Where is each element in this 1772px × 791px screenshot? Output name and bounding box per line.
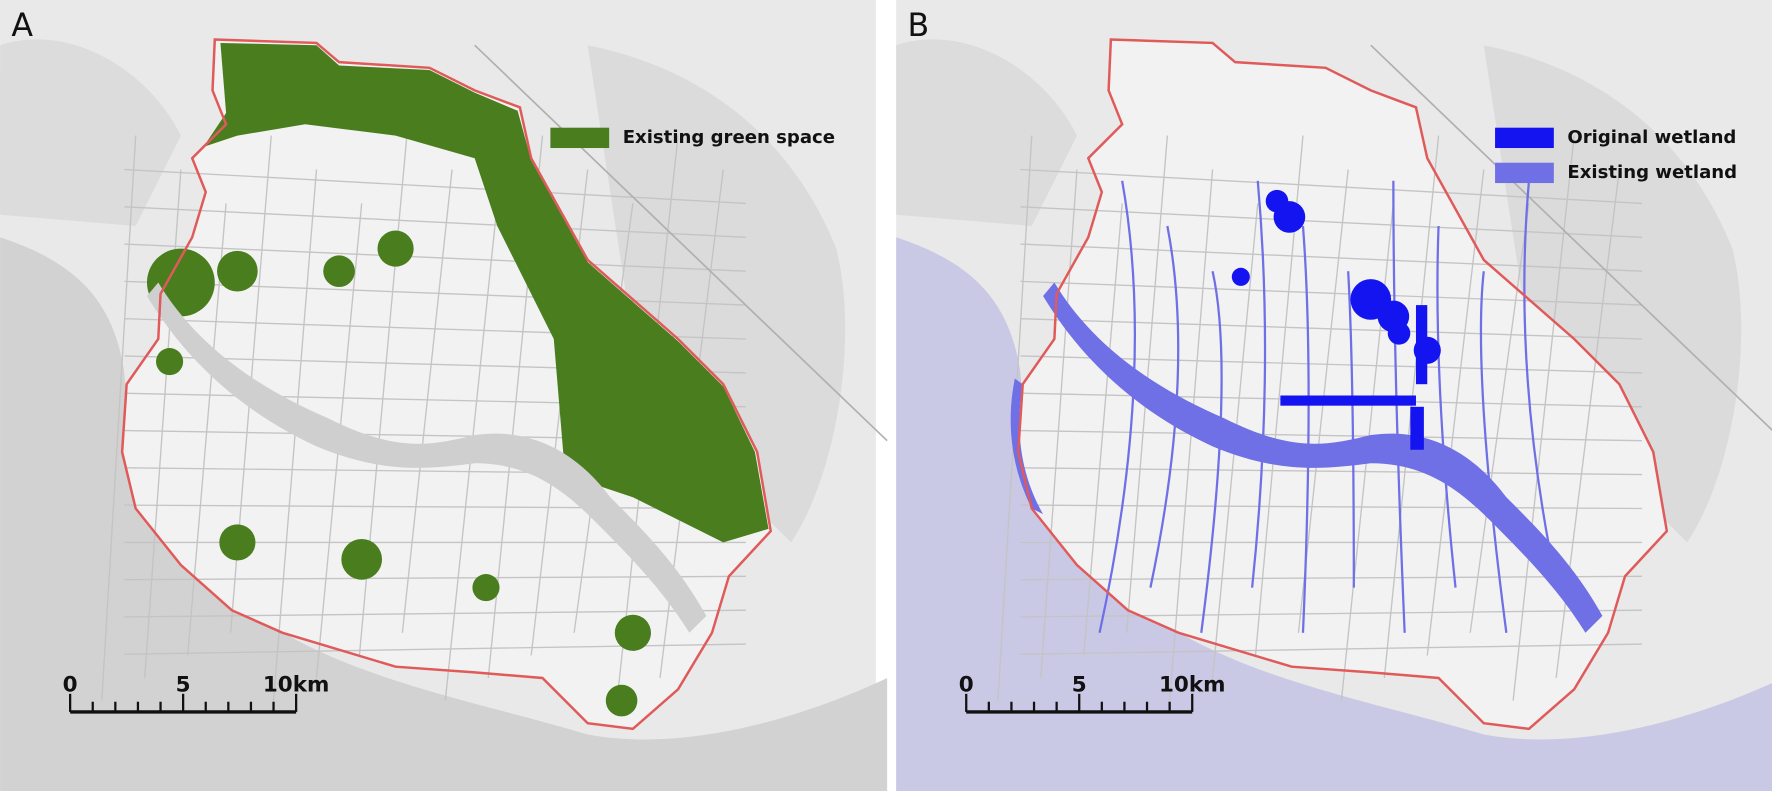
- original-wetland: [1387, 322, 1411, 345]
- hills: [896, 39, 1077, 226]
- panel-label: A: [11, 8, 33, 44]
- railway: [1370, 44, 1772, 432]
- green-patch: [472, 574, 500, 602]
- road: [1083, 203, 1123, 656]
- road: [124, 168, 746, 205]
- original-wetland: [1273, 201, 1306, 233]
- original-wetland: [1231, 267, 1250, 286]
- legend-swatch: [1495, 162, 1554, 184]
- scale-bar-label: 0: [959, 673, 974, 698]
- existing-wetland: [1010, 378, 1044, 515]
- legend-swatch: [1495, 127, 1554, 149]
- road: [124, 243, 746, 272]
- road: [1020, 504, 1642, 510]
- district-area: [122, 39, 771, 729]
- road: [1020, 243, 1642, 272]
- district-boundary: [120, 38, 773, 731]
- scale-bar-label: 0: [63, 673, 78, 698]
- legend-swatch: [550, 127, 610, 149]
- stream: [1200, 270, 1223, 633]
- road: [1020, 355, 1642, 374]
- railway: [474, 44, 888, 442]
- stream: [1479, 271, 1508, 633]
- hills: [0, 39, 181, 226]
- green-patch: [341, 539, 383, 580]
- original-wetland: [1415, 305, 1428, 385]
- road: [401, 169, 453, 633]
- original-wetland: [1410, 406, 1424, 450]
- road: [124, 206, 746, 238]
- road: [1469, 203, 1530, 633]
- map-panel: B Original wetland Existing wetland 0 5 10km: [896, 0, 1772, 791]
- road: [124, 504, 746, 510]
- green-patch: [614, 614, 651, 651]
- green-patch: [219, 524, 256, 561]
- road: [124, 575, 746, 581]
- scale-bar-label: 10km: [263, 673, 330, 698]
- green-patch: [156, 348, 184, 376]
- legend-label: Original wetland: [1567, 127, 1736, 148]
- district-boundary: [1016, 38, 1669, 731]
- road: [1020, 643, 1642, 655]
- district-area: [1018, 39, 1667, 729]
- river: [146, 282, 707, 633]
- stream: [1250, 180, 1267, 588]
- road: [1020, 609, 1642, 618]
- road: [1020, 206, 1643, 238]
- existing-wetland: [1043, 282, 1603, 633]
- road: [1020, 168, 1643, 205]
- legend-label: Existing green space: [623, 127, 835, 148]
- green-patch: [377, 230, 414, 267]
- green-patch: [217, 250, 258, 292]
- road: [101, 135, 137, 701]
- scale-bar-label: 5: [1072, 673, 1087, 698]
- road: [124, 609, 746, 618]
- road: [1020, 575, 1642, 581]
- stream: [1098, 180, 1137, 634]
- scale-bar-label: 10km: [1159, 673, 1226, 698]
- road: [1020, 429, 1642, 442]
- green-patch: [323, 255, 355, 288]
- stream: [1392, 180, 1406, 633]
- road: [1020, 280, 1642, 306]
- green-space: [203, 42, 769, 543]
- scale-bar-label: 5: [176, 673, 191, 698]
- stream: [1436, 225, 1457, 588]
- hills: [587, 45, 846, 543]
- original-wetland: [1280, 395, 1416, 406]
- map-panel: A Existing green space 0 5 10km: [0, 0, 888, 791]
- green-patch: [605, 684, 638, 717]
- panel-label: B: [907, 8, 929, 44]
- stream: [1523, 180, 1559, 588]
- stream: [1149, 225, 1180, 588]
- legend-label: Existing wetland: [1567, 162, 1737, 183]
- road: [1040, 169, 1078, 679]
- road: [1426, 169, 1485, 656]
